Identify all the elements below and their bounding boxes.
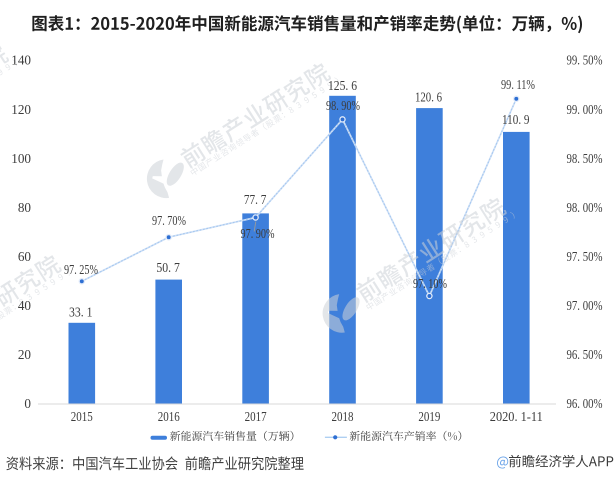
svg-text:0: 0 xyxy=(24,396,31,411)
svg-text:98. 50%: 98. 50% xyxy=(567,151,603,166)
svg-text:125. 6: 125. 6 xyxy=(328,78,357,93)
svg-text:97. 70%: 97. 70% xyxy=(152,213,186,228)
svg-text:60: 60 xyxy=(18,249,32,264)
svg-text:98. 00%: 98. 00% xyxy=(567,200,603,215)
svg-text:77. 7: 77. 7 xyxy=(244,192,267,207)
svg-text:2018: 2018 xyxy=(332,409,354,424)
svg-text:40: 40 xyxy=(18,298,32,313)
svg-text:96. 00%: 96. 00% xyxy=(567,396,603,411)
svg-text:99. 11%: 99. 11% xyxy=(501,77,535,92)
svg-text:2016: 2016 xyxy=(158,409,180,424)
svg-text:99. 00%: 99. 00% xyxy=(567,102,603,117)
svg-text:97. 50%: 97. 50% xyxy=(567,249,603,264)
svg-text:2019: 2019 xyxy=(418,409,440,424)
svg-text:99. 50%: 99. 50% xyxy=(567,53,603,68)
svg-text:2017: 2017 xyxy=(245,409,267,424)
svg-text:20: 20 xyxy=(18,347,32,362)
svg-text:97. 90%: 97. 90% xyxy=(241,226,275,241)
svg-text:50. 7: 50. 7 xyxy=(156,260,180,275)
svg-text:110. 9: 110. 9 xyxy=(502,112,530,127)
svg-text:97. 25%: 97. 25% xyxy=(64,262,98,277)
svg-text:33. 1: 33. 1 xyxy=(69,305,93,320)
svg-text:120. 6: 120. 6 xyxy=(415,90,442,105)
svg-text:120: 120 xyxy=(11,102,31,117)
svg-text:98. 90%: 98. 90% xyxy=(326,98,360,113)
svg-text:2020. 1-11: 2020. 1-11 xyxy=(490,409,543,424)
svg-text:97. 00%: 97. 00% xyxy=(567,298,603,313)
svg-text:96. 50%: 96. 50% xyxy=(567,347,603,362)
svg-text:2015: 2015 xyxy=(71,409,93,424)
svg-text:80: 80 xyxy=(18,200,32,215)
svg-text:100: 100 xyxy=(11,151,31,166)
svg-text:140: 140 xyxy=(11,53,31,68)
svg-text:97. 10%: 97. 10% xyxy=(413,276,447,291)
